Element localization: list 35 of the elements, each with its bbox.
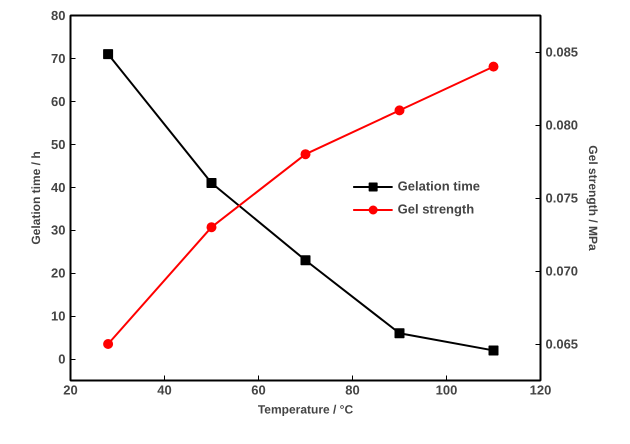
y-tick-label: 60 [51,94,66,109]
y2-tick-label: 0.065 [546,336,578,352]
y2-tick-label: 0.075 [546,190,578,206]
x-tick-label: 20 [63,382,78,398]
x-axis-title: Temperature / °C [258,402,354,416]
point [394,328,404,338]
x-tick-label: 100 [436,382,458,398]
point [103,49,114,60]
legend-label: Gelation time [398,178,480,194]
point [488,345,498,356]
y-tick-label: 50 [51,136,66,152]
point [300,255,310,266]
y-tick-label: 70 [51,50,66,66]
y2-axis-title: Gel strength / MPa [586,145,600,251]
y-tick-label: 0 [58,352,66,367]
y2-tick-label: 0.085 [546,44,578,60]
x-tick-label: 120 [530,382,552,398]
y-tick-label: 30 [51,222,66,238]
point [394,105,404,116]
x-tick-label: 40 [157,382,172,398]
y-tick-label: 80 [51,8,66,23]
point [103,339,114,349]
x-tick-label: 80 [345,382,360,398]
x-tick-label: 60 [251,382,266,398]
point [488,62,498,72]
y-axis-title: Gelation time / h [29,151,44,245]
y-tick-label: 10 [51,308,66,324]
y-tick-label: 40 [51,180,66,195]
point [206,222,216,232]
point [300,149,310,160]
point [206,178,216,188]
legend-label: Gel strength [398,202,474,216]
y2-tick-label: 0.080 [546,118,578,132]
y-tick-label: 20 [51,266,66,281]
y2-tick-label: 0.070 [546,264,578,278]
